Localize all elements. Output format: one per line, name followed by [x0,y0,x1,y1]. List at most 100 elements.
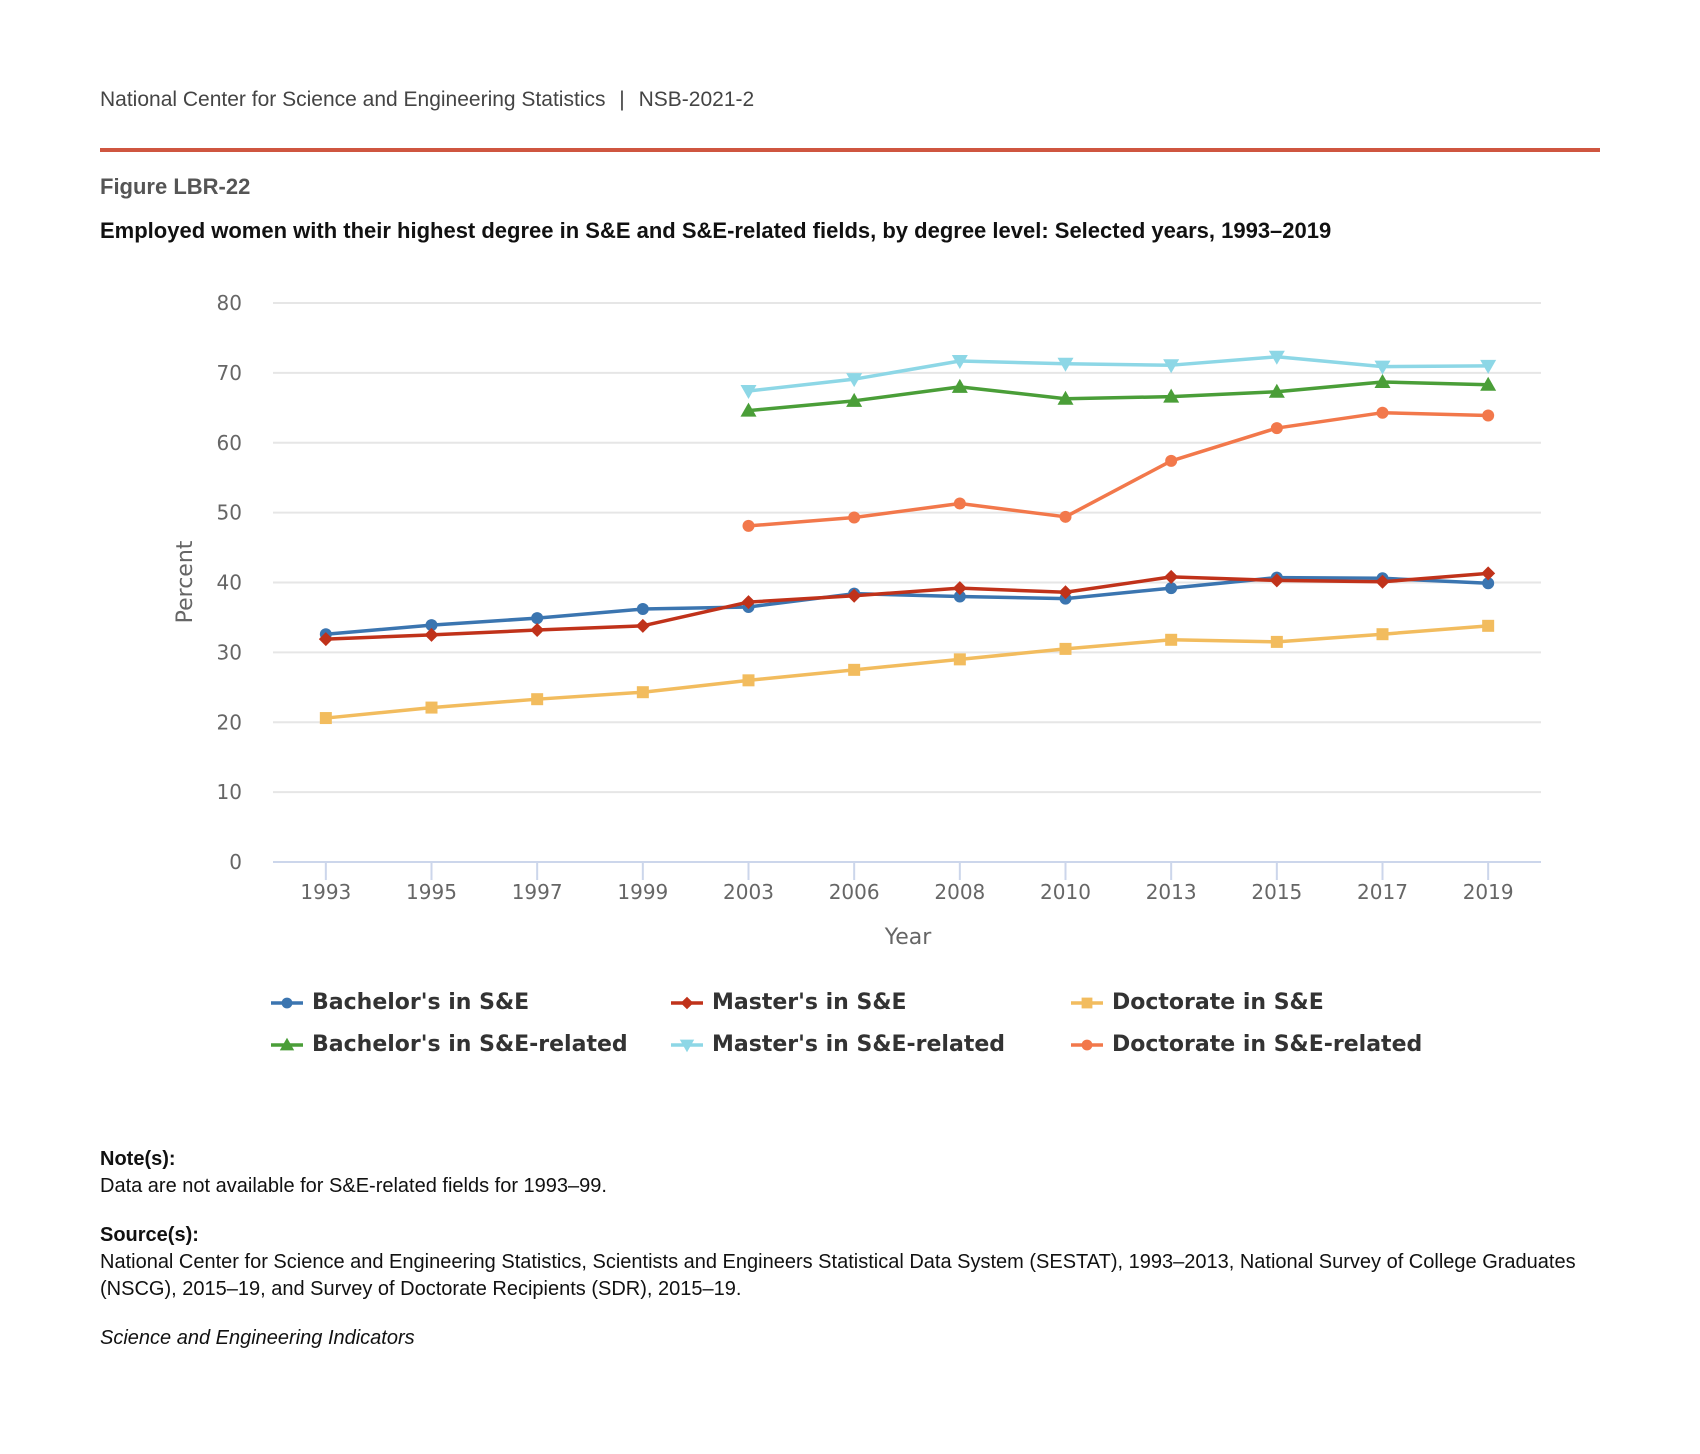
data-point [952,581,967,596]
x-tick-label: 2008 [934,880,985,904]
legend-marker [281,997,293,1008]
data-point [425,701,438,714]
legend-marker [1081,1039,1093,1050]
y-tick-label: 10 [217,780,242,804]
series-4 [740,350,1497,400]
x-axis-ticks: 1993 1995 1997 1999 2003 2006 2008 2010 2013 2015… [300,862,1514,904]
x-tick-label: 2006 [829,880,880,904]
x-axis-label: Year [884,925,933,950]
source-label: Source(s): [100,1224,199,1246]
data-point [742,519,755,532]
y-tick-label: 20 [217,710,242,734]
notes-text: Data are not available for S&E-related f… [100,1175,607,1197]
gridlines [273,302,1541,794]
legend-symbol-icon [1071,1039,1103,1050]
legend-marker [279,1037,295,1050]
data-point [1059,642,1072,655]
y-tick-label: 80 [217,291,242,315]
legend-marker [1081,997,1093,1008]
data-point [740,385,757,400]
data-point [953,653,966,666]
series-line [325,624,1489,720]
report-header: National Center for Science and Engineer… [100,88,754,112]
data-point [847,588,862,603]
x-tick-label: 2017 [1357,880,1408,904]
data-point [1480,376,1497,391]
series-line [748,380,1489,413]
header-rule [100,148,1600,152]
data-point [1270,422,1283,435]
legend-label: Doctorate in S&E [1112,990,1324,1015]
data-point [848,511,861,524]
legend-label: Doctorate in S&E-related [1112,1032,1423,1057]
data-point [1482,409,1495,422]
x-tick-label: 2013 [1146,880,1197,904]
data-point [636,603,649,616]
series-2 [319,619,1495,725]
x-tick-label: 1999 [617,880,668,904]
data-point [1057,357,1074,372]
legend-item[interactable]: Bachelor's in S&E-related [270,1032,628,1057]
data-point [1165,633,1178,646]
y-tick-label: 50 [217,501,242,525]
y-tick-label: 0 [229,850,242,874]
data-point [1376,628,1389,641]
publication-name: Science and Engineering Indicators [100,1327,415,1349]
series-line [748,355,1489,393]
series-group [318,350,1497,725]
line-chart: 0 10 20 30 40 50 60 70 80 1993 1995 1997 1999 2003 20… [173,291,1541,950]
data-point [1165,454,1178,467]
legend-item[interactable]: Doctorate in S&E-related [1070,1032,1422,1057]
data-point [741,595,756,610]
data-point [1268,350,1285,365]
y-tick-label: 30 [217,640,242,664]
series-5 [742,406,1495,532]
data-point [953,590,966,603]
data-point [846,373,863,388]
series-line [748,410,1489,528]
data-point [1163,359,1180,374]
legend-item[interactable]: Bachelor's in S&E [270,990,529,1015]
data-point [1482,619,1495,632]
data-point [846,392,863,407]
legend-item[interactable]: Doctorate in S&E [1070,990,1324,1015]
y-tick-label: 70 [217,361,242,385]
series-line [325,575,1489,636]
legend-label: Bachelor's in S&E [312,990,530,1015]
data-point [740,402,757,417]
data-point [1165,582,1178,595]
data-point [1482,577,1495,590]
data-point [742,674,755,687]
notes-section: Note(s): Data are not available for S&E-… [100,1146,1620,1352]
data-point [531,693,544,706]
legend-item[interactable]: Master's in S&E [670,990,907,1015]
data-point [1270,635,1283,648]
legend-symbol-icon [671,1039,703,1052]
org-name: National Center for Science and Engineer… [100,88,606,111]
data-point [1269,573,1284,588]
x-tick-label: 2019 [1463,880,1514,904]
data-point [318,632,333,647]
figure-number: Figure LBR-22 [100,174,251,199]
legend-item[interactable]: Master's in S&E-related [670,1032,1005,1057]
x-tick-label: 1995 [406,880,457,904]
legend-marker [679,1039,695,1052]
legend-symbol-icon [271,997,303,1008]
series-1 [318,566,1496,647]
x-tick-label: 2010 [1040,880,1091,904]
data-point [530,623,545,638]
figure-title: Employed women with their highest degree… [100,218,1332,243]
data-point [1057,390,1074,405]
data-point [1376,406,1389,419]
data-point [635,618,650,633]
data-point [848,663,861,676]
legend-symbol-icon [1071,997,1103,1008]
data-point [1164,569,1179,584]
data-point [1481,566,1496,581]
data-point [424,627,439,642]
data-point [1268,383,1285,398]
x-tick-label: 1993 [300,880,351,904]
legend-label: Master's in S&E-related [712,1032,1006,1057]
y-tick-label: 60 [217,431,242,455]
legend-symbol-icon [271,1037,303,1050]
